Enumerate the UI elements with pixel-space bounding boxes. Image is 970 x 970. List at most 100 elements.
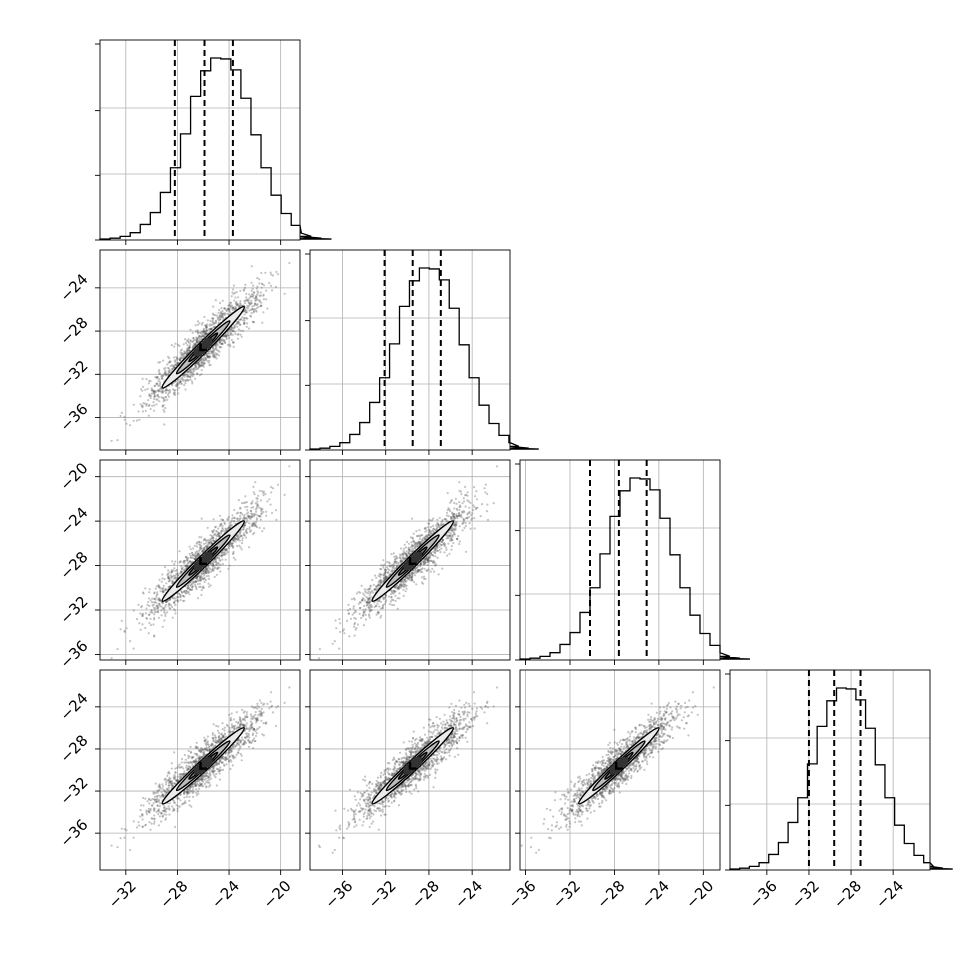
panel-3-2 [305, 459, 511, 665]
sample-point [217, 563, 221, 566]
sample-point [283, 493, 286, 496]
sample-point [484, 483, 487, 486]
sample-point [194, 343, 197, 346]
sample-point [254, 481, 257, 484]
sample-point [401, 559, 404, 562]
sample-point [241, 329, 245, 332]
sample-point [158, 599, 161, 602]
sample-point [175, 385, 178, 388]
sample-point [250, 289, 253, 292]
sample-point [445, 520, 448, 523]
sample-point [383, 568, 386, 571]
sample-point [214, 348, 217, 351]
sample-point [236, 325, 239, 328]
sample-point [237, 499, 240, 502]
sample-point [224, 334, 227, 337]
sample-point [211, 317, 215, 320]
sample-point [189, 368, 192, 372]
sample-point [177, 343, 180, 346]
sample-point [183, 590, 186, 593]
sample-point [248, 522, 251, 525]
sample-point [242, 319, 245, 322]
sample-point [390, 589, 393, 593]
sample-point [220, 551, 224, 554]
sample-point [200, 332, 203, 335]
sample-point [153, 385, 156, 388]
sample-point [256, 503, 259, 506]
sample-point [186, 379, 189, 382]
sample-point [266, 500, 269, 503]
sample-point [141, 406, 144, 409]
sample-point [255, 299, 258, 302]
sample-point [224, 334, 227, 337]
sample-point [237, 320, 240, 323]
sample-point [215, 343, 218, 346]
sample-point [265, 289, 268, 292]
sample-point [202, 359, 205, 362]
sample-point [217, 321, 220, 324]
sample-point [208, 359, 211, 362]
sample-point [474, 495, 477, 498]
sample-point [171, 364, 174, 367]
sample-point [193, 367, 196, 370]
sample-point [198, 374, 201, 377]
sample-point [469, 527, 472, 530]
sample-point [203, 330, 206, 333]
sample-point [250, 523, 253, 526]
sample-point [150, 389, 153, 392]
sample-point [157, 395, 160, 398]
sample-point [243, 319, 246, 322]
sample-point [204, 357, 207, 360]
sample-point [391, 569, 394, 572]
sample-point [228, 543, 231, 546]
sample-point [244, 309, 247, 312]
sample-point [405, 584, 408, 587]
sample-point [223, 307, 226, 310]
sample-point [231, 326, 234, 329]
sample-point [209, 541, 212, 544]
sample-point [245, 292, 248, 295]
sample-point [255, 307, 258, 310]
sample-point [249, 303, 252, 306]
sample-point [180, 356, 183, 360]
sample-point [207, 574, 210, 578]
sample-point [242, 534, 246, 537]
sample-point [153, 394, 156, 398]
sample-point [224, 341, 227, 344]
sample-point [339, 622, 342, 625]
sample-point [206, 354, 209, 358]
sample-point [166, 398, 169, 401]
sample-point [218, 558, 221, 561]
sample-point [145, 377, 148, 381]
sample-point [235, 518, 239, 521]
sample-point [155, 376, 158, 379]
sample-point [182, 352, 185, 355]
sample-point [157, 370, 160, 373]
sample-point [209, 327, 213, 330]
sample-point [172, 569, 175, 572]
sample-point [263, 527, 266, 530]
sample-point [283, 292, 286, 295]
sample-point [250, 299, 253, 302]
sample-point [365, 601, 369, 604]
sample-point [210, 328, 213, 331]
sample-point [218, 346, 221, 349]
sample-point [366, 588, 369, 591]
sample-point [465, 550, 468, 553]
sample-point [269, 503, 272, 506]
sample-point [236, 337, 240, 340]
sample-point [184, 560, 187, 563]
sample-point [377, 600, 380, 603]
sample-point [183, 375, 186, 378]
sample-point [383, 577, 386, 580]
sample-point [145, 404, 148, 407]
sample-point [150, 387, 153, 390]
sample-point [232, 292, 235, 295]
sample-point [193, 342, 196, 345]
sample-point [230, 524, 233, 527]
sample-point [139, 612, 142, 615]
sample-point [219, 342, 222, 345]
sample-point [411, 537, 414, 540]
sample-point [473, 527, 476, 530]
sample-point [383, 563, 386, 566]
